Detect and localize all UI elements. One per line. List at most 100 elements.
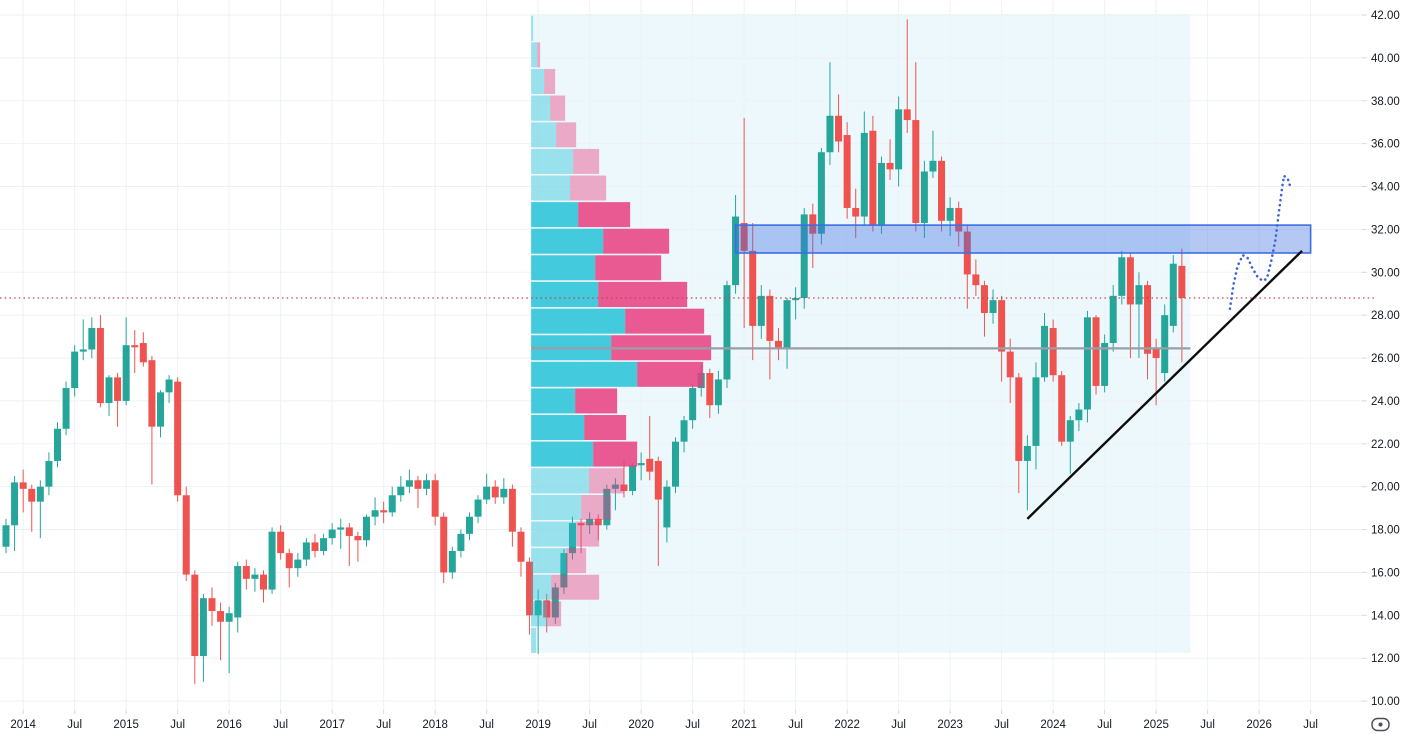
- candle: [1092, 315, 1100, 395]
- candle: [938, 156, 946, 232]
- candle: [165, 375, 173, 404]
- candle: [903, 19, 911, 133]
- vp-row-sell: [598, 281, 688, 308]
- vp-row-buy: [531, 148, 574, 174]
- price-tick-label: 28.00: [1371, 310, 1400, 322]
- time-tick-label: Jul: [994, 719, 1009, 731]
- time-tick-label: 2022: [834, 719, 860, 731]
- candle: [946, 197, 954, 236]
- candle: [809, 203, 817, 268]
- candle: [131, 330, 139, 374]
- candle: [11, 475, 19, 551]
- vp-row-sell: [581, 494, 612, 520]
- candle: [577, 518, 585, 554]
- vp-row-sell: [556, 122, 577, 148]
- candle: [114, 373, 122, 427]
- candle: [96, 315, 104, 408]
- supply-zone-rectangle[interactable]: [734, 224, 1312, 254]
- vp-row-sell: [566, 548, 587, 574]
- vp-row-buy: [531, 228, 604, 254]
- candle: [835, 94, 843, 153]
- vp-row-buy: [531, 255, 596, 281]
- time-tick-label: Jul: [67, 719, 82, 731]
- vp-row-buy: [531, 601, 548, 627]
- candle: [508, 484, 516, 547]
- time-tick-label: Jul: [685, 719, 700, 731]
- time-tick-label: 2025: [1143, 719, 1169, 731]
- candle: [998, 295, 1006, 382]
- candle: [28, 484, 36, 532]
- candles-layer: [2, 19, 1186, 684]
- vp-row-buy: [531, 494, 582, 520]
- candle: [551, 583, 559, 624]
- candle: [972, 259, 980, 296]
- vp-row-sell: [637, 361, 704, 387]
- time-tick-label: Jul: [479, 719, 494, 731]
- candle: [199, 593, 207, 682]
- price-tick-label: 16.00: [1371, 567, 1400, 579]
- candle: [36, 480, 44, 539]
- candle: [405, 469, 413, 494]
- candle: [783, 298, 791, 369]
- candle: [234, 561, 242, 633]
- candle: [749, 222, 757, 361]
- vp-row-buy: [531, 68, 545, 94]
- candle: [294, 553, 302, 577]
- candle: [860, 111, 868, 226]
- ascending-trendline[interactable]: [1026, 249, 1303, 520]
- candle: [1066, 415, 1074, 474]
- candle: [689, 383, 697, 429]
- candle: [259, 570, 267, 603]
- vp-row-sell: [595, 255, 662, 281]
- vp-row-sell: [537, 42, 541, 68]
- candle: [2, 518, 10, 554]
- time-tick-label: 2017: [319, 719, 345, 731]
- candle: [414, 475, 422, 509]
- candle: [1118, 250, 1126, 305]
- candle: [191, 570, 199, 684]
- candle: [955, 201, 963, 247]
- candle: [320, 533, 328, 556]
- vp-row-buy: [531, 574, 552, 600]
- time-tick-label: Jul: [788, 719, 803, 731]
- price-tick-label: 38.00: [1371, 96, 1400, 108]
- candle: [1161, 304, 1169, 382]
- vp-row-buy: [531, 308, 626, 334]
- price-scale-settings-icon[interactable]: [1371, 717, 1390, 732]
- candle: [217, 602, 225, 661]
- vp-row-buy: [531, 441, 594, 467]
- candle: [852, 188, 860, 238]
- candle: [345, 523, 353, 567]
- candle: [362, 514, 370, 547]
- vp-row-sell: [584, 415, 627, 440]
- price-tick-label: 14.00: [1371, 610, 1400, 622]
- candle: [1058, 370, 1066, 446]
- price-tick-label: 18.00: [1371, 525, 1400, 537]
- candle: [792, 287, 800, 320]
- time-tick-label: Jul: [1097, 719, 1112, 731]
- price-axis[interactable]: 42.00 40.00 38.00 36.00 34.00 32.00 30.00 28.00…: [1362, 10, 1400, 708]
- price-tick-label: 30.00: [1371, 267, 1400, 279]
- price-tick-label: 36.00: [1371, 139, 1400, 151]
- candle: [843, 122, 851, 219]
- candle: [388, 486, 396, 517]
- time-axis[interactable]: 2014 Jul 2015 Jul 2016 Jul 2017 Jul 2018 Jul 2019 J…: [10, 710, 1318, 731]
- candle: [474, 495, 482, 524]
- volume-profile[interactable]: [531, 15, 712, 653]
- candle: [208, 587, 216, 627]
- time-tick-label: Jul: [273, 719, 288, 731]
- candle: [646, 415, 654, 481]
- price-tick-label: 32.00: [1371, 224, 1400, 236]
- vp-row-buy: [531, 122, 557, 148]
- candle: [457, 529, 465, 558]
- price-projection-arrow[interactable]: [1228, 174, 1293, 311]
- candle: [723, 280, 731, 389]
- time-tick-label: Jul: [891, 719, 906, 731]
- vp-row-buy: [531, 202, 579, 228]
- candle: [1126, 252, 1134, 359]
- candle: [671, 437, 679, 494]
- candle: [929, 130, 937, 178]
- candle: [251, 568, 259, 592]
